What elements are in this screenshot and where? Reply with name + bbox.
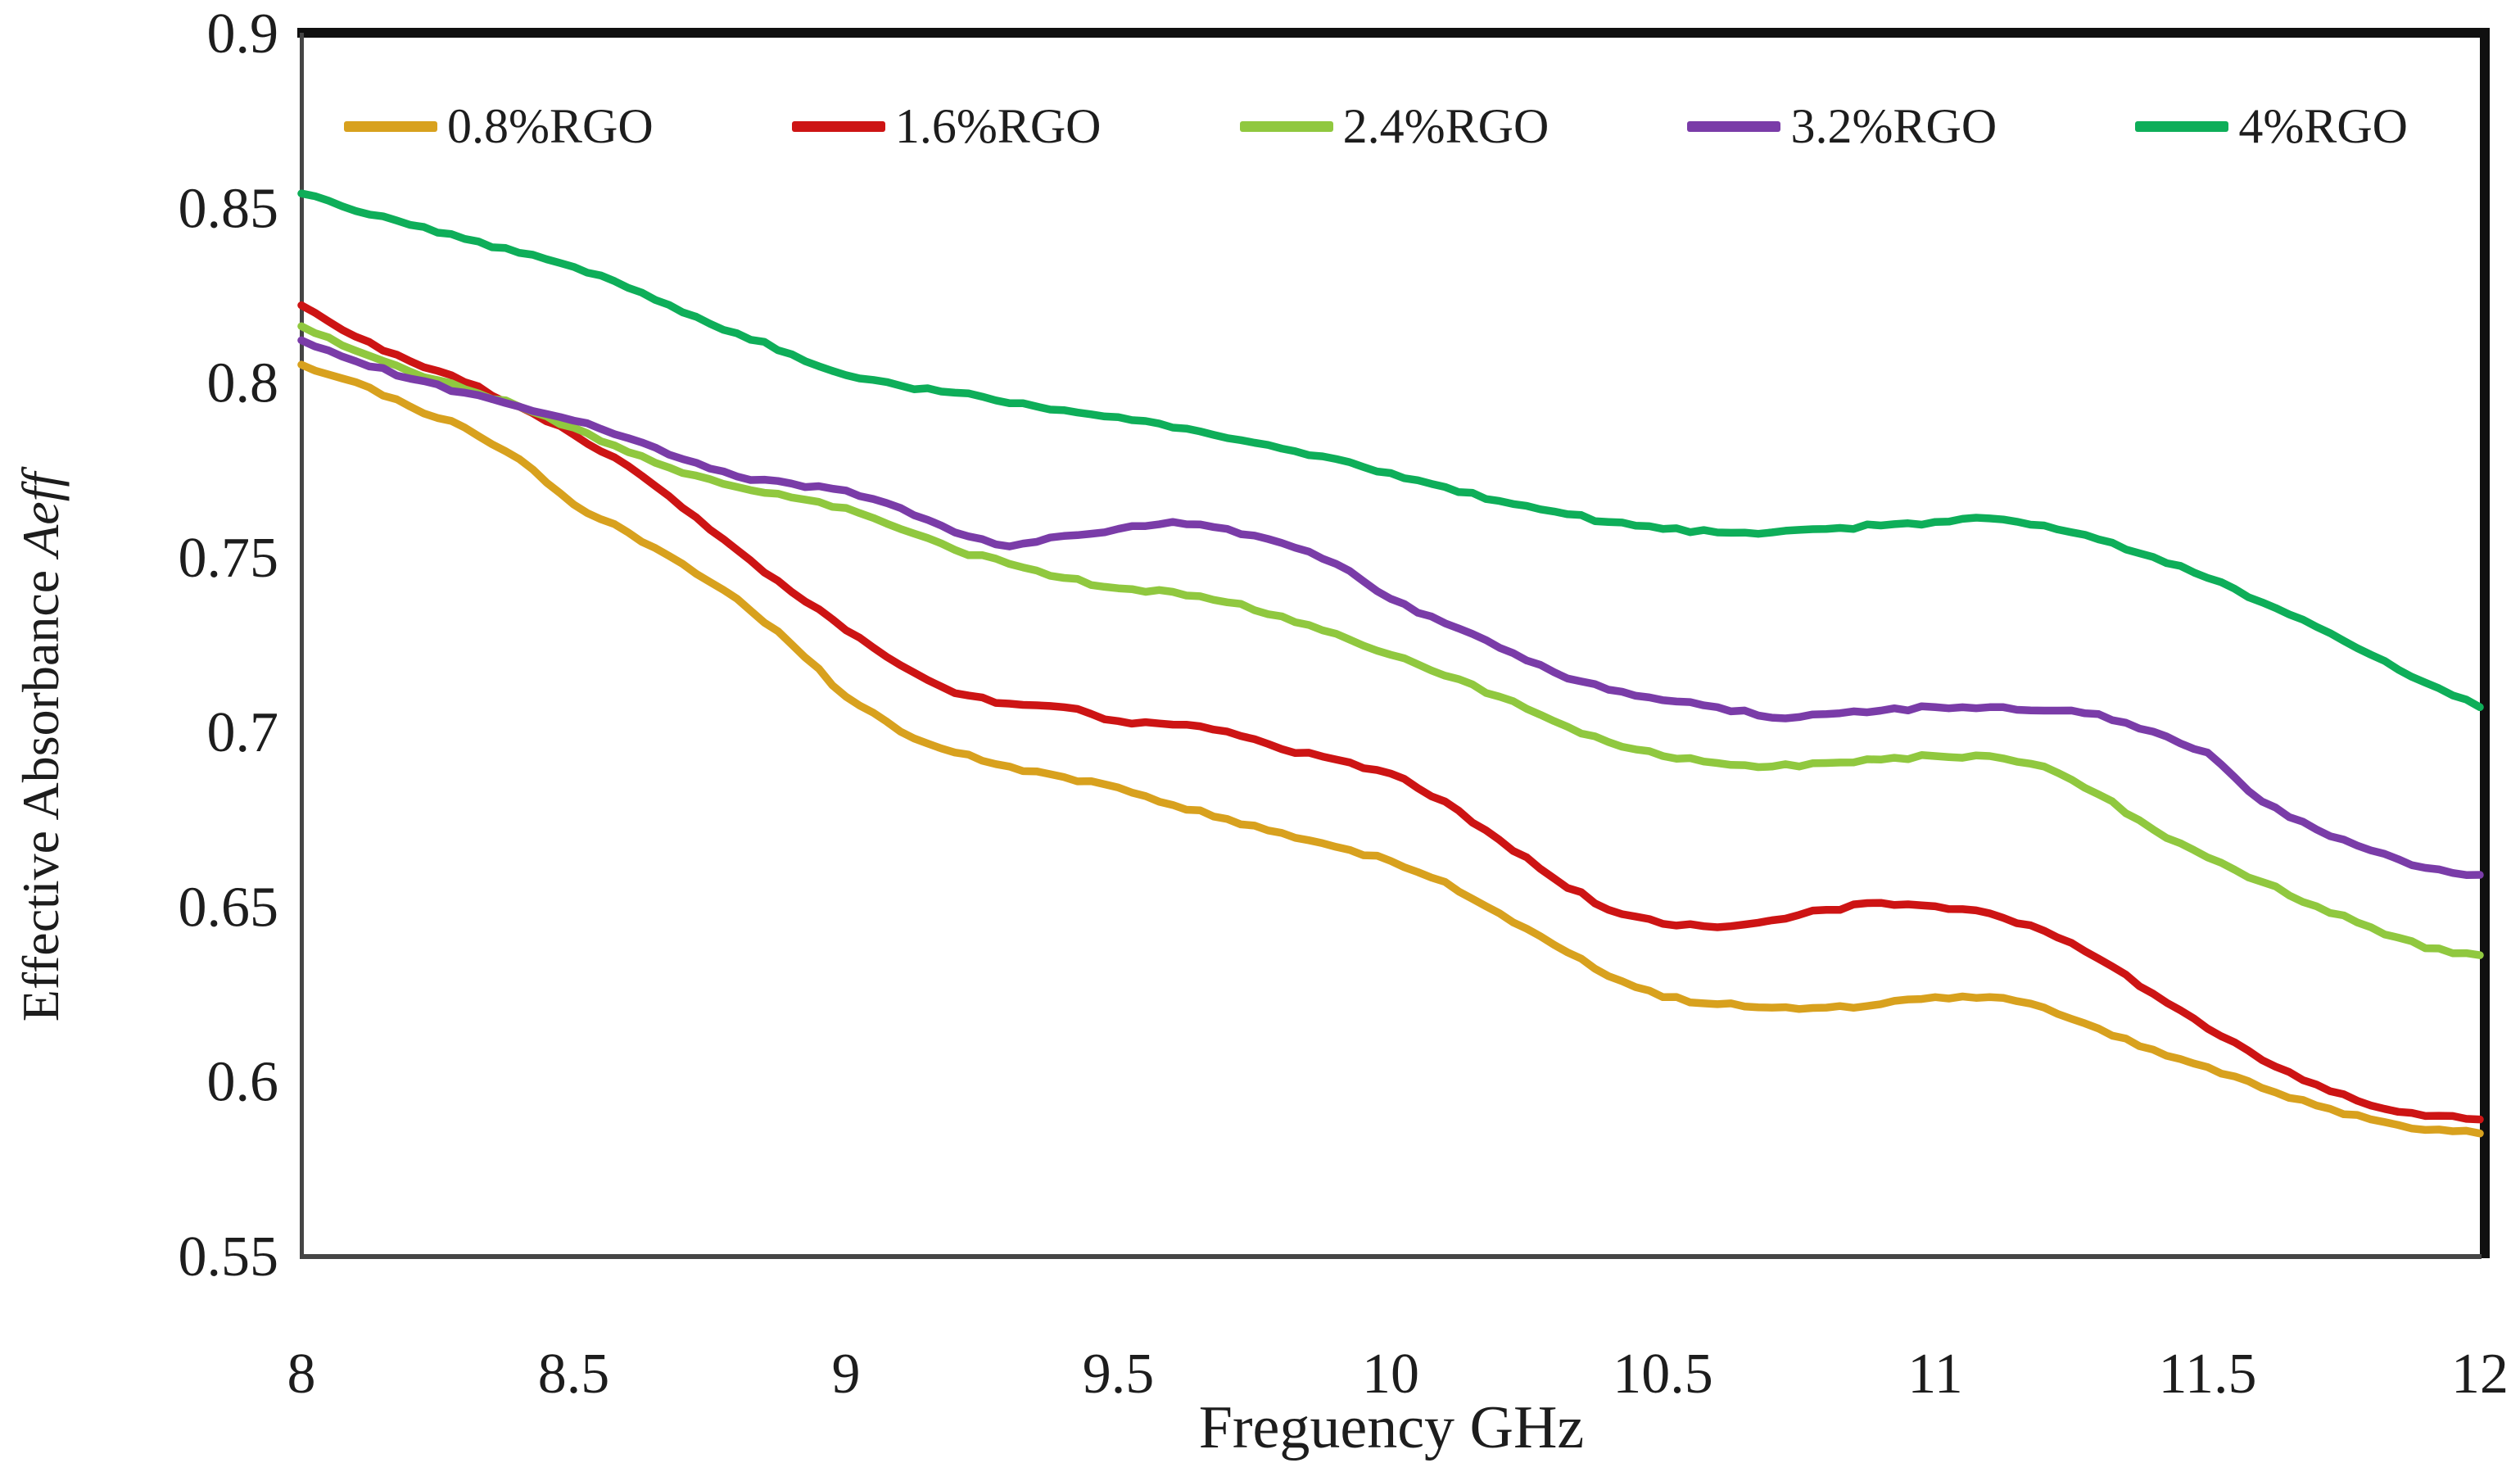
- series-layer: [297, 189, 2484, 1138]
- plot-border-left: [300, 33, 304, 1258]
- x-tick-label-12: 12: [2451, 1343, 2509, 1406]
- y-tick-label-0-75: 0.75: [179, 527, 279, 590]
- legend-item-4-rgo: 4%RGO: [2135, 102, 2408, 151]
- x-tick-label-8-5: 8.5: [538, 1343, 610, 1406]
- y-axis-tick-labels: 0.9 0.85 0.8 0.75 0.7 0.65 0.6 0.55: [179, 2, 279, 1289]
- x-tick-label-9: 9: [832, 1343, 861, 1406]
- legend-item-3-2-rgo: 3.2%RGO: [1687, 102, 1997, 151]
- series-line-3-2-rgo: [297, 336, 2484, 879]
- x-axis-title: Freguency GHz: [1198, 1394, 1585, 1461]
- legend-item-1-6-rgo: 1.6%RGO: [791, 99, 1102, 153]
- legend-label-3-2-rgo: 3.2%RGO: [1790, 99, 1997, 153]
- legend-line-swatch-2-4-rgo: [1239, 120, 1333, 132]
- legend-label-0-8-rgo: 0.8%RGO: [447, 99, 654, 153]
- x-axis-tick-labels: 8 8.5 9 9.5 10 10.5 11 11.5 12: [287, 1343, 2509, 1406]
- legend-item-2-4-rgo: 2.4%RGO: [1239, 99, 1550, 153]
- y-axis-title-text: Effective Absorbance: [11, 556, 70, 1022]
- legend-line-swatch-1-6-rgo: [791, 120, 885, 132]
- legend-label-2-4-rgo: 2.4%RGO: [1342, 99, 1550, 153]
- legend-item-0-8-rgo: 0.8%RGO: [344, 102, 654, 151]
- y-axis-title-aeff: Aeff: [11, 472, 70, 557]
- plot-border-bottom: [300, 1254, 2482, 1259]
- x-tick-label-11-5: 11.5: [2159, 1343, 2257, 1406]
- y-tick-label-0-9: 0.9: [207, 2, 279, 66]
- x-tick-label-9-5: 9.5: [1083, 1343, 1155, 1406]
- legend-line-swatch-4-rgo: [2135, 120, 2229, 132]
- y-tick-label-0-6: 0.6: [207, 1051, 279, 1114]
- series-line-0-8-rgo: [297, 360, 2484, 1138]
- y-tick-label-0-55: 0.55: [179, 1225, 279, 1289]
- legend: 0.8%RGO 1.6%RGO 2.4%RGO 3.2%RGO 4%RGO: [344, 85, 2408, 167]
- legend-line-swatch-3-2-rgo: [1687, 120, 1781, 132]
- y-tick-label-0-8: 0.8: [207, 352, 279, 415]
- series-line-4-rgo: [297, 189, 2484, 712]
- plot-frame: [297, 28, 2490, 1259]
- series-line-1-6-rgo: [297, 301, 2484, 1124]
- x-tick-label-10: 10: [1362, 1343, 1419, 1406]
- series-line-2-4-rgo: [297, 322, 2484, 959]
- y-axis-title: Effective Absorbance Aeff: [11, 473, 70, 1022]
- y-tick-label-0-85: 0.85: [179, 177, 279, 240]
- legend-label-4-rgo: 4%RGO: [2238, 99, 2408, 153]
- legend-label-1-6-rgo: 1.6%RGO: [894, 99, 1102, 153]
- legend-line-swatch-0-8-rgo: [344, 120, 437, 132]
- plot-border-right: [2480, 28, 2490, 1258]
- y-tick-label-0-65: 0.65: [179, 876, 279, 939]
- x-tick-label-10-5: 10.5: [1613, 1343, 1713, 1406]
- plot-border-top: [297, 28, 2490, 38]
- y-tick-label-0-7: 0.7: [207, 701, 279, 764]
- x-tick-label-11: 11: [1907, 1343, 1962, 1406]
- x-tick-label-8: 8: [287, 1343, 316, 1406]
